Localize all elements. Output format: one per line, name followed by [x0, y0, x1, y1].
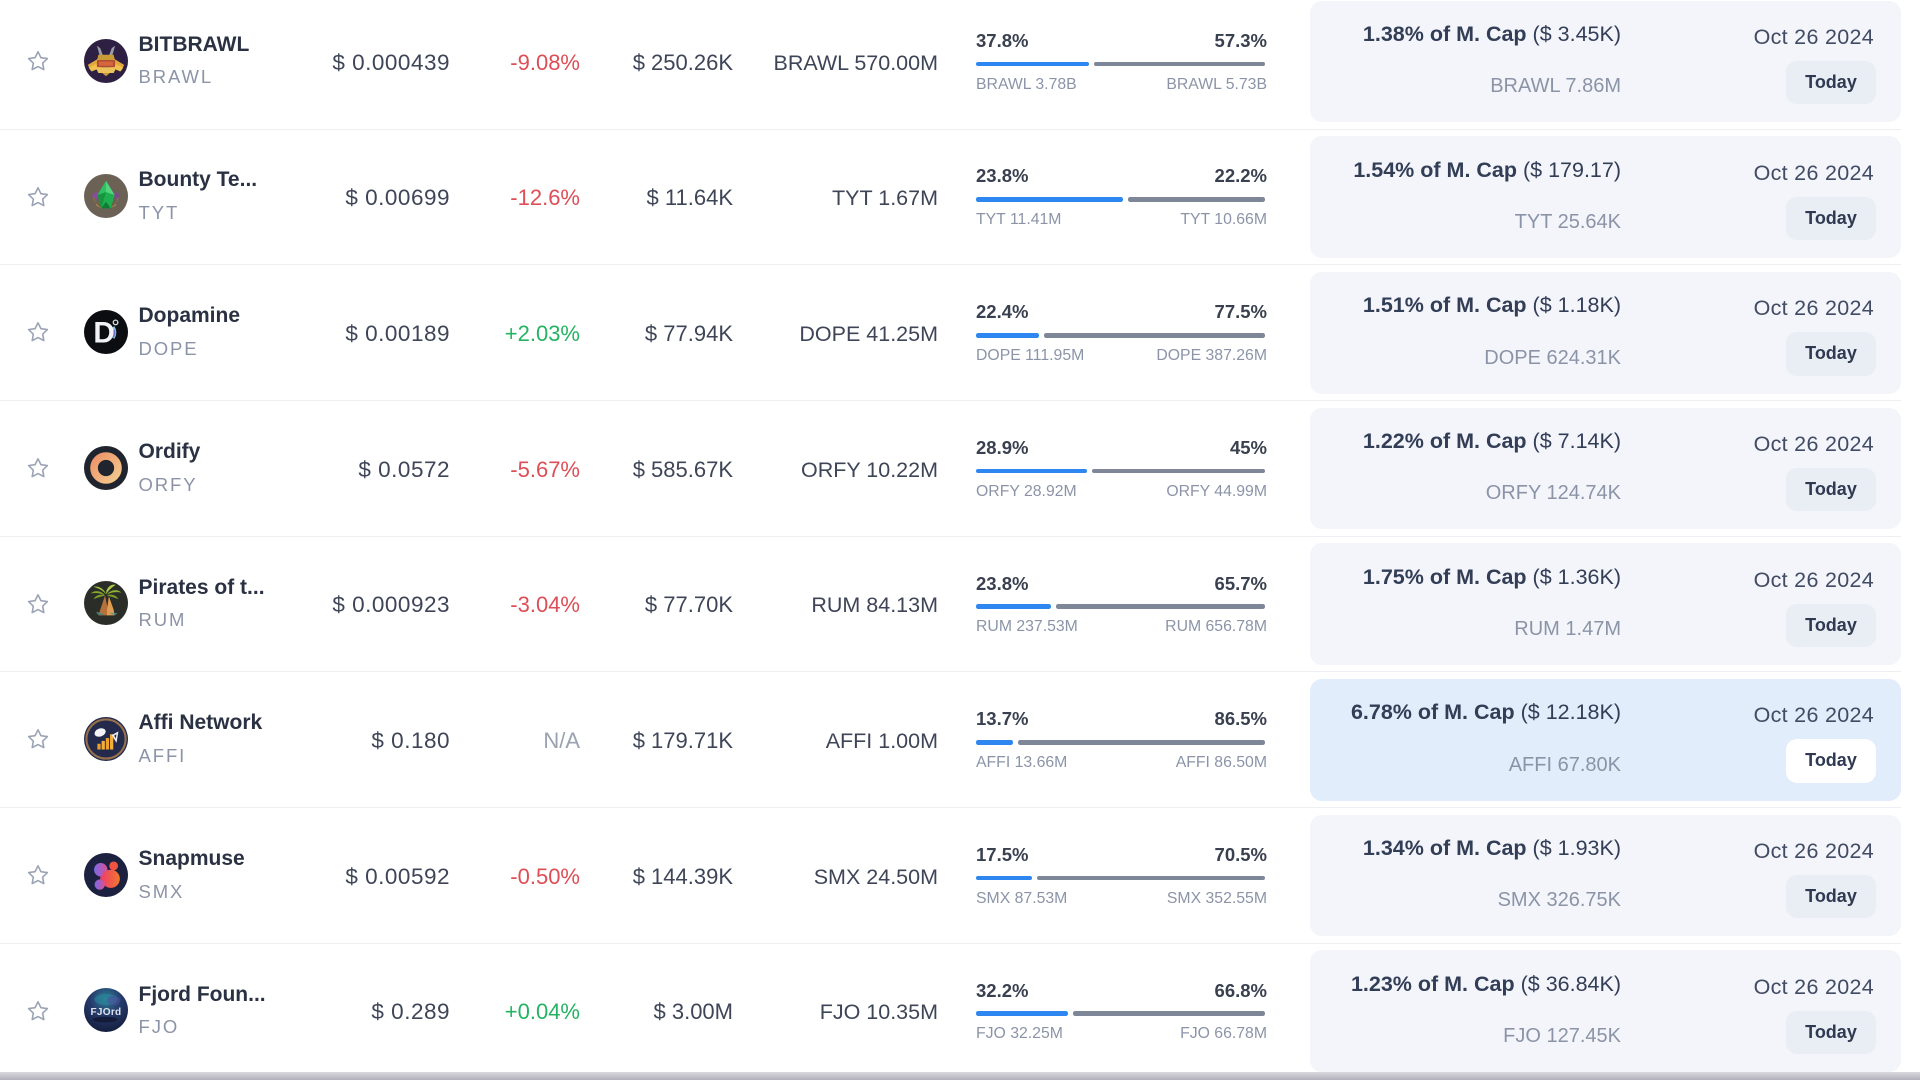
svg-text:D: D — [93, 316, 114, 349]
svg-text:FJOrd: FJOrd — [91, 1007, 122, 1018]
